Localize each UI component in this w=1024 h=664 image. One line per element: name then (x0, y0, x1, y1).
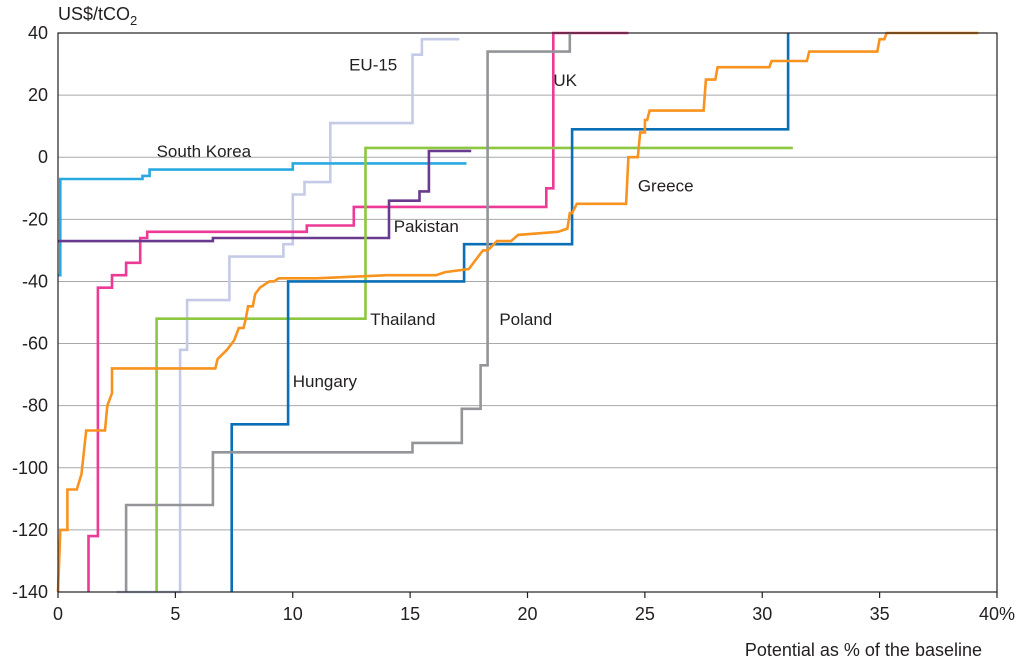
series-labels: EU-15 South Korea UK Pakistan Thailand Hungar… (157, 55, 694, 391)
y-axis-ticks: 40 20 0 -20 -40 -60 -80 -100 -120 -140 (12, 23, 48, 602)
series-label-thailand: Thailand (370, 310, 435, 329)
x-tick-label: 20 (517, 604, 537, 624)
series-lines (56, 31, 979, 594)
x-axis-ticks: 0 5 10 15 20 25 30 35 40% (53, 592, 1015, 624)
y-tick-label: 0 (38, 147, 48, 167)
y-tick-label: -140 (12, 582, 48, 602)
series-label-greece: Greece (638, 176, 694, 195)
series-label-pakistan: Pakistan (394, 217, 459, 236)
y-axis-title-subscript: 2 (130, 13, 137, 28)
y-tick-label: -40 (22, 271, 48, 291)
series-label-poland: Poland (499, 310, 552, 329)
series-label-hungary: Hungary (293, 372, 358, 391)
x-tick-label: 40% (979, 604, 1015, 624)
x-tick-label: 0 (53, 604, 63, 624)
y-axis-title-main: US$/tCO (58, 4, 130, 24)
series-line-eu-15 (116, 37, 460, 594)
y-tick-label: 20 (28, 85, 48, 105)
y-tick-label: -80 (22, 396, 48, 416)
x-tick-label: 30 (752, 604, 772, 624)
y-tick-label: -20 (22, 209, 48, 229)
series-label-uk: UK (553, 71, 577, 90)
series-line-south-korea (58, 162, 467, 277)
x-tick-label: 35 (870, 604, 890, 624)
series-line-thailand (155, 146, 793, 592)
series-line-pakistan (58, 149, 472, 243)
y-tick-label: -100 (12, 458, 48, 478)
y-axis-title: US$/tCO2 (58, 4, 137, 28)
x-tick-label: 15 (400, 604, 420, 624)
x-tick-label: 5 (170, 604, 180, 624)
series-label-eu-15: EU-15 (349, 55, 397, 74)
x-tick-label: 25 (635, 604, 655, 624)
y-tick-label: 40 (28, 23, 48, 43)
series-line-poland (124, 33, 572, 592)
y-tick-label: -120 (12, 520, 48, 540)
y-tick-label: -60 (22, 334, 48, 354)
series-line-greece (56, 31, 979, 593)
series-label-south-korea: South Korea (157, 142, 252, 161)
x-tick-label: 10 (283, 604, 303, 624)
series-line-uk (87, 31, 629, 592)
series-line-hungary (230, 33, 790, 592)
x-axis-title: Potential as % of the baseline (745, 640, 982, 660)
